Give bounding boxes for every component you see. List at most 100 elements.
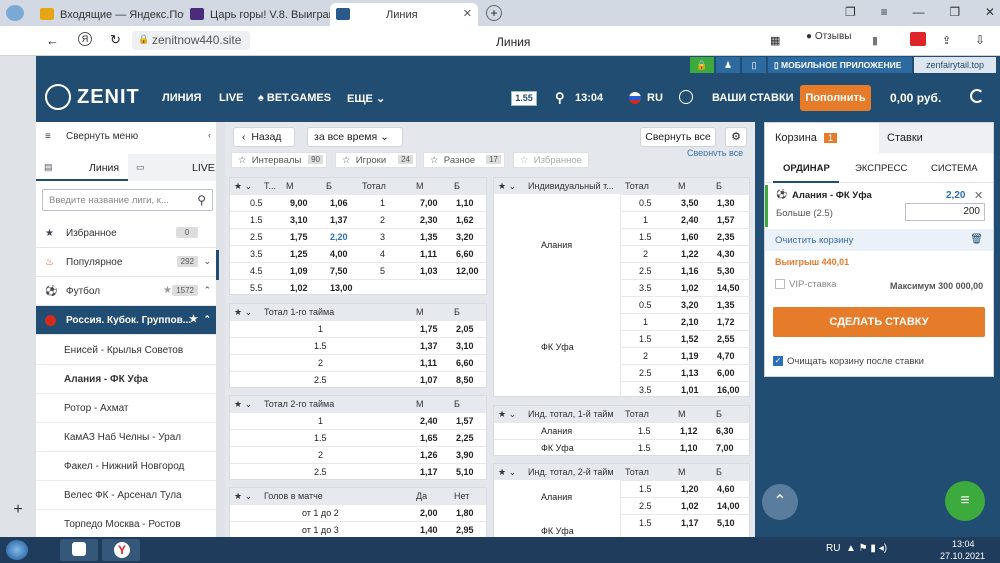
share-icon[interactable]: ⇪ [942,35,952,47]
reviews-button[interactable]: ● Отзывы [806,31,852,42]
table-row: 0.5 9,00 1,06 1 7,00 1,10 [230,194,486,211]
back-arrow-icon[interactable]: ← [46,33,59,48]
language-selector[interactable]: RU [647,92,663,104]
tab-coupon[interactable]: Корзина 1 [765,123,879,153]
tab-line[interactable]: ▤ Линия [36,154,128,181]
filter-chip[interactable]: ☆ Разное 17 [423,152,505,168]
new-tab-button[interactable]: + [486,5,502,21]
star-icon[interactable]: ★ ⌄ [498,467,517,477]
star-icon[interactable]: ★ [163,285,172,296]
tab-express[interactable]: ЭКСПРЕСС [855,163,908,174]
match-link-active[interactable]: Алания - ФК Уфа [36,365,216,394]
sidebar-item-football[interactable]: ⚽ Футбол ★ 1572 ⌃ [36,277,216,306]
star-icon[interactable]: ★ ⌄ [234,491,253,501]
star-icon[interactable]: ★ [189,314,198,325]
chat-button[interactable]: ≡ [945,481,985,521]
nav-live[interactable]: LIVE [219,92,244,104]
site-top-bar: 🔒 ♟ ▯ ▯ МОБИЛЬНОЕ ПРИЛОЖЕНИЕ zenfairytai… [0,56,1000,74]
russia-flag-icon[interactable] [629,92,641,104]
sidebar-scrollbar[interactable] [216,250,219,280]
period-select[interactable]: за все время ⌄ [307,127,403,147]
mobile-app-button[interactable]: ▯ МОБИЛЬНОЕ ПРИЛОЖЕНИЕ [768,57,912,73]
close-icon[interactable]: ✕ [974,190,984,202]
sidebar-item-favorites[interactable]: ★ Избранное 0 [36,219,216,248]
tray-icons[interactable]: ▲ ⚑ ▮ ◂) [846,543,888,554]
list-icon: ▤ [44,162,53,172]
refresh-icon[interactable] [970,89,984,103]
match-link[interactable]: Ротор - Ахмат [36,394,216,423]
match-link[interactable]: Енисей - Крылья Советов [36,336,216,365]
star-icon[interactable]: ★ ⌄ [234,399,253,409]
star-icon[interactable]: ★ ⌄ [498,409,517,419]
collapse-menu[interactable]: ≡ Свернуть меню ‹ [45,130,211,142]
table-row: 3.5 1,02 14,50 [621,279,751,296]
stake-input[interactable]: 200 [905,203,985,221]
table-header: ★ ⌄ Инд. тотал, 2-й тайм Тотал М Б [494,464,749,480]
clear-after-checkbox[interactable]: ✓ Очищать корзину после ставки [773,356,924,367]
url-field[interactable]: 🔒 zenitnow440.site [132,31,250,50]
back-button[interactable]: ‹ Назад [233,127,295,147]
match-link[interactable]: Велес ФК - Арсенал Тула [36,481,216,510]
nav-line[interactable]: ЛИНИЯ [162,92,202,104]
odds-format-button[interactable]: 1.55 [511,91,537,106]
tab-live[interactable]: ▭ LIVE [128,154,216,181]
nav-more[interactable]: ЕЩЕ ⌄ [347,93,386,105]
clear-coupon-bar[interactable]: Очистить корзину 🗑 [765,229,993,251]
filter-chip[interactable]: ☆ Интервалы 90 [231,152,327,168]
star-icon[interactable]: ★ ⌄ [234,307,253,317]
nav-betgames[interactable]: ♠ BET.GAMES [258,92,332,104]
collapse-all-link[interactable]: Свернуть все [687,148,744,156]
league-search-input[interactable]: Введите название лиги, к... ⚲ [42,189,213,211]
profile-icon[interactable] [679,90,693,104]
star-icon[interactable]: ★ ⌄ [234,181,253,191]
start-button[interactable] [6,540,28,560]
yandex-icon[interactable]: Я [78,32,92,46]
mail-extension-icon[interactable] [910,32,926,46]
filter-chip[interactable]: ☆ Игроки 24 [335,152,417,168]
match-link[interactable]: КамАЗ Наб Челны - Урал [36,423,216,452]
filter-chip[interactable]: ☆ Избранное [513,152,589,168]
main-content: ‹ Назад за все время ⌄ Свернуть все ⚙ Св… [225,122,755,537]
maximize-icon[interactable]: ❐ [949,5,961,19]
download-icon[interactable]: ⇩ [975,33,986,47]
my-bets-link[interactable]: ВАШИ СТАВКИ [712,92,794,104]
sidebar-add-button[interactable]: + [13,501,23,518]
lock-button[interactable]: 🔒 [690,57,714,73]
close-tab-icon[interactable]: ✕ [462,8,472,20]
search-icon[interactable]: ⚲ [555,90,565,105]
vip-checkbox[interactable]: VIP-ставка [775,279,836,290]
taskbar-app[interactable]: Y [102,539,140,561]
taskbar-app[interactable] [60,539,98,561]
reload-icon[interactable]: ↻ [110,32,121,47]
mail-icon [40,8,54,20]
extension-icon[interactable]: ▦ [770,35,781,47]
logo[interactable]: ZENIT [45,84,140,110]
scroll-top-button[interactable]: ⌃ [762,484,798,520]
match-link[interactable]: Факел - Нижний Новгород [36,452,216,481]
star-icon[interactable]: ★ ⌄ [498,181,517,191]
bookmark-icon[interactable]: ▮ [872,35,879,47]
minimize-icon[interactable]: — [912,5,925,19]
phone-icon[interactable]: ▯ [742,57,766,73]
browser-tab[interactable]: Входящие — Яндекс.Почта [34,3,184,26]
mirror-link[interactable]: zenfairytail.top [914,57,996,73]
close-window-icon[interactable]: ✕ [984,5,995,19]
language-indicator[interactable]: RU [826,543,841,554]
browser-tab[interactable]: Царь горы! V.8. Выиграй 2 [184,3,330,26]
menu-icon[interactable]: ≡ [880,5,888,19]
collapse-all-button[interactable]: Свернуть все [640,127,716,147]
sidebar-item-popular[interactable]: ♨ Популярное 292 ⌄ [36,248,216,277]
settings-button[interactable]: ⚙ [725,127,747,147]
tab-bets[interactable]: Ставки [879,123,993,153]
browser-tab-active[interactable]: Линия ✕ [330,3,478,26]
user-icon[interactable]: ♟ [716,57,740,73]
deposit-button[interactable]: Пополнить [800,85,871,111]
tabs-icon[interactable]: ❐ [845,5,856,19]
yandex-browser-icon[interactable] [6,5,24,21]
tab-system[interactable]: СИСТЕМА [931,163,978,174]
sidebar-league-active[interactable]: Россия. Кубок. Группов... ★ ⌃ [36,306,216,335]
tab-single[interactable]: ОРДИНАР [783,163,830,174]
match-link[interactable]: Торпедо Москва - Ростов [36,510,216,539]
place-bet-button[interactable]: СДЕЛАТЬ СТАВКУ [773,307,985,337]
selected-odd[interactable]: 2,20 [330,232,348,242]
